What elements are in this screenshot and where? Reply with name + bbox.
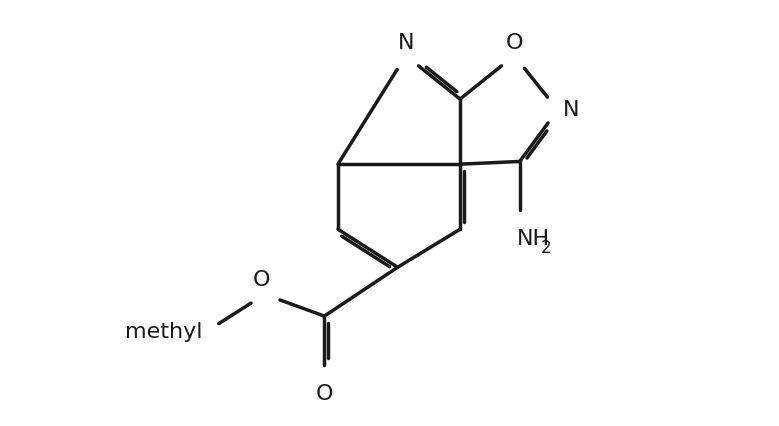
Text: N: N bbox=[397, 33, 414, 53]
Text: O: O bbox=[253, 270, 271, 290]
Text: O: O bbox=[506, 33, 523, 53]
Text: 2: 2 bbox=[541, 239, 551, 256]
Text: methyl: methyl bbox=[125, 322, 203, 343]
Text: O: O bbox=[315, 384, 333, 404]
Text: NH: NH bbox=[517, 229, 550, 249]
Text: N: N bbox=[563, 100, 580, 120]
